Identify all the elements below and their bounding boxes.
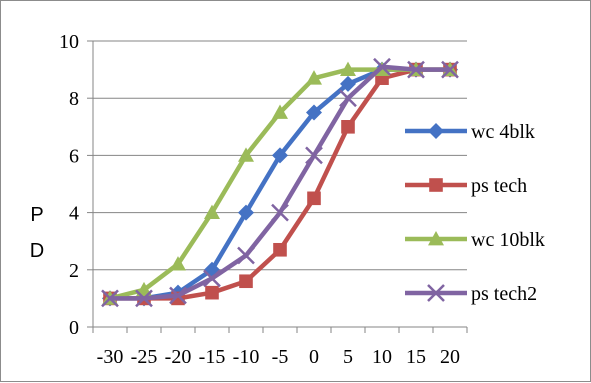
x-tick-label: -30 <box>97 346 124 368</box>
series-ps-tech <box>103 62 457 306</box>
legend: wc 4blk ps tech wc 10blk ps tech2 <box>405 121 545 305</box>
data-point <box>239 274 253 289</box>
data-point <box>170 256 186 271</box>
y-tick-label: 6 <box>69 145 79 167</box>
x-tick-label: -20 <box>165 346 192 368</box>
data-point <box>136 281 152 297</box>
data-point <box>238 147 254 162</box>
series-line <box>109 67 450 301</box>
data-point <box>341 120 355 134</box>
legend-label: wc 4blk <box>471 121 535 143</box>
y-axis-title-line: D <box>30 240 44 262</box>
data-point <box>339 89 357 108</box>
series-ps-tech2 <box>101 57 459 308</box>
data-point <box>237 246 255 265</box>
legend-label: ps tech <box>471 175 527 197</box>
x-tick-label: 10 <box>372 346 392 368</box>
data-point <box>306 70 322 85</box>
y-axis-title-line: P <box>30 204 43 226</box>
data-point <box>169 286 187 305</box>
data-point <box>305 146 323 165</box>
legend-marker <box>428 231 444 246</box>
data-point <box>306 104 322 121</box>
legend-item: ps tech <box>405 175 527 197</box>
data-point <box>271 203 289 222</box>
legend-marker <box>429 178 443 192</box>
x-tick-label: -15 <box>199 346 226 368</box>
data-point <box>272 147 288 164</box>
axes: 0 2 4 6 8 10 -30 -25 -20 -15 -10 -5 0 5 10 15 20 <box>59 31 468 368</box>
data-point <box>101 289 119 308</box>
x-tick-label: -5 <box>272 346 289 368</box>
legend-label: wc 10blk <box>471 229 545 251</box>
data-point <box>204 204 220 219</box>
y-tick-label: 2 <box>69 260 79 282</box>
data-point <box>238 204 254 221</box>
y-axis-title: PD <box>30 204 44 262</box>
data-point <box>205 285 219 300</box>
legend-marker <box>427 284 445 302</box>
data-point <box>340 61 356 76</box>
data-point <box>441 60 459 79</box>
y-tick-label: 4 <box>69 203 79 225</box>
data-point <box>273 242 287 257</box>
data-point <box>203 269 221 288</box>
series-layer <box>101 57 459 308</box>
y-tick-label: 0 <box>69 317 79 339</box>
data-point <box>340 75 356 92</box>
x-tick-label: -10 <box>233 346 260 368</box>
x-tick-label: 0 <box>309 346 319 368</box>
legend-label: ps tech2 <box>471 283 537 305</box>
x-tick-label: -25 <box>131 346 158 368</box>
series-line <box>110 67 450 301</box>
x-tick-label: 15 <box>406 346 426 368</box>
y-tick-label: 10 <box>59 31 79 53</box>
x-tick-label: 5 <box>343 346 353 368</box>
series-line <box>110 67 450 301</box>
series-line <box>110 64 450 301</box>
legend-item: ps tech2 <box>405 283 537 305</box>
legend-item: wc 10blk <box>405 229 545 251</box>
data-point <box>135 289 153 308</box>
data-point <box>373 57 391 76</box>
legend-item: wc 4blk <box>405 121 535 143</box>
x-tick-label: 20 <box>440 346 460 368</box>
data-point <box>307 191 321 206</box>
legend-marker <box>428 123 444 139</box>
data-point <box>407 60 425 79</box>
y-tick-label: 8 <box>69 88 79 110</box>
data-point <box>272 104 288 119</box>
